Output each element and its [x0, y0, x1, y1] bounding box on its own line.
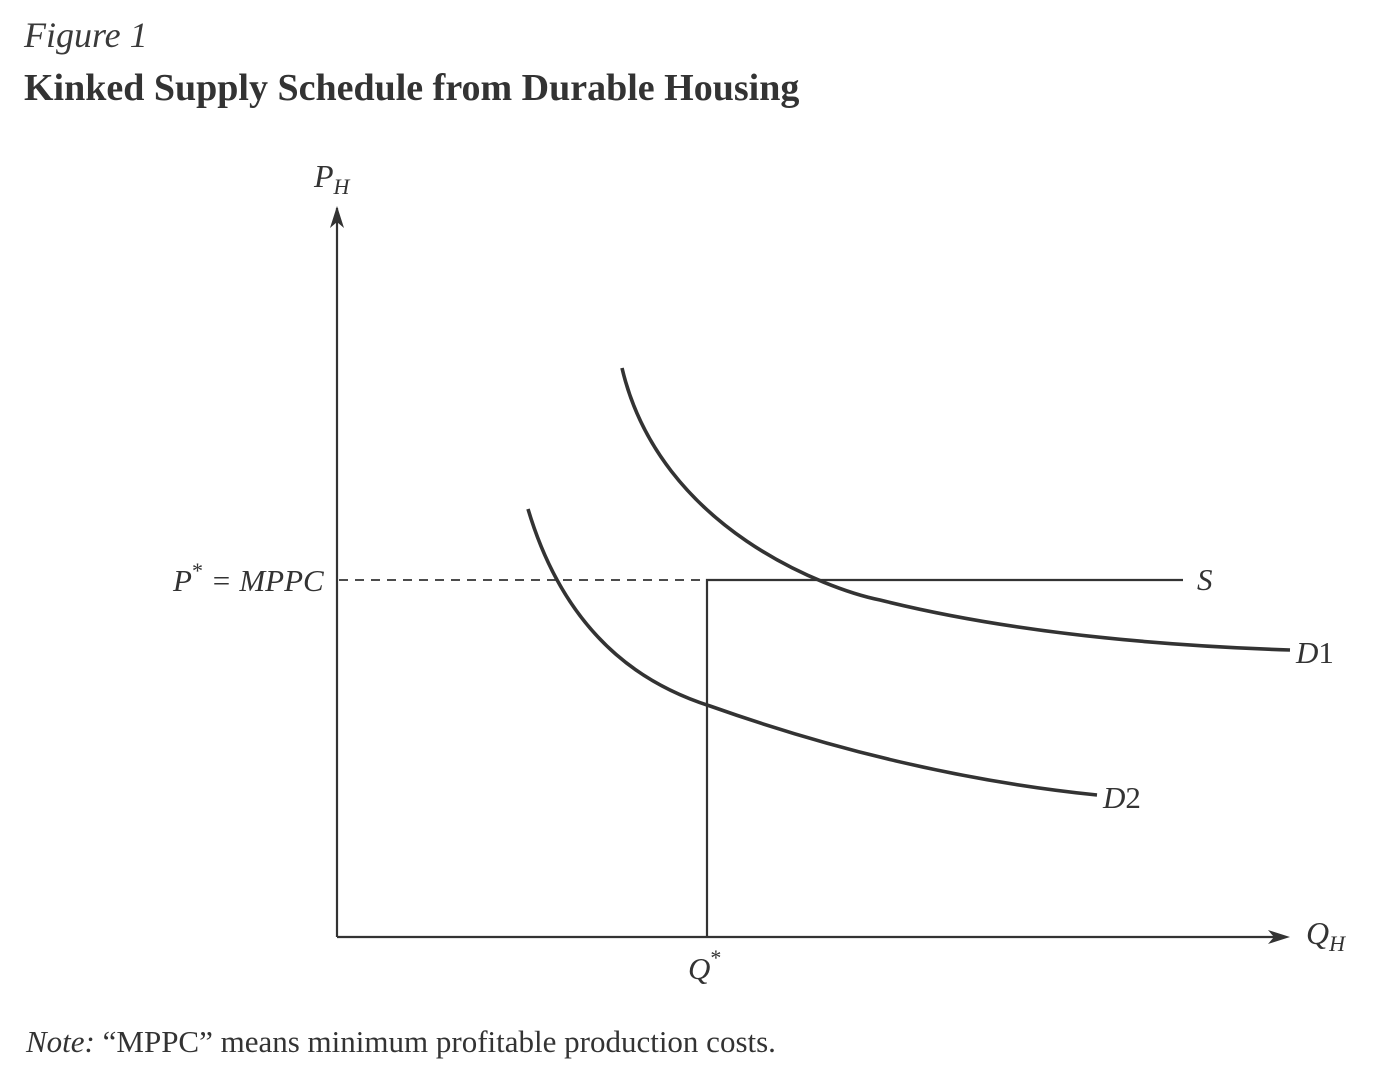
figure-title: Kinked Supply Schedule from Durable Hous… — [24, 67, 800, 109]
y-axis-arrow-icon — [330, 206, 344, 228]
quantity-marker-label: Q* — [688, 945, 721, 986]
figure-note: Note: “MPPC” means minimum profitable pr… — [26, 1024, 776, 1060]
figure-label: Figure 1 — [24, 15, 148, 55]
demand-curve-d2 — [526, 508, 1098, 797]
demand-curve-d1 — [620, 367, 1291, 652]
y-axis-label: PH — [313, 158, 351, 199]
x-axis-arrow-icon — [1268, 930, 1290, 944]
demand-curve-d1-label: D1 — [1295, 635, 1334, 670]
supply-curve-label: S — [1197, 562, 1213, 597]
supply-curve — [705, 578, 1183, 937]
x-axis-label: QH — [1306, 915, 1346, 956]
note-text: “MPPC” means minimum profitable producti… — [94, 1024, 776, 1059]
demand-curve-d2-label: D2 — [1102, 780, 1141, 815]
price-marker-label: P* = MPPC — [172, 558, 324, 598]
note-label: Note: — [26, 1024, 95, 1059]
